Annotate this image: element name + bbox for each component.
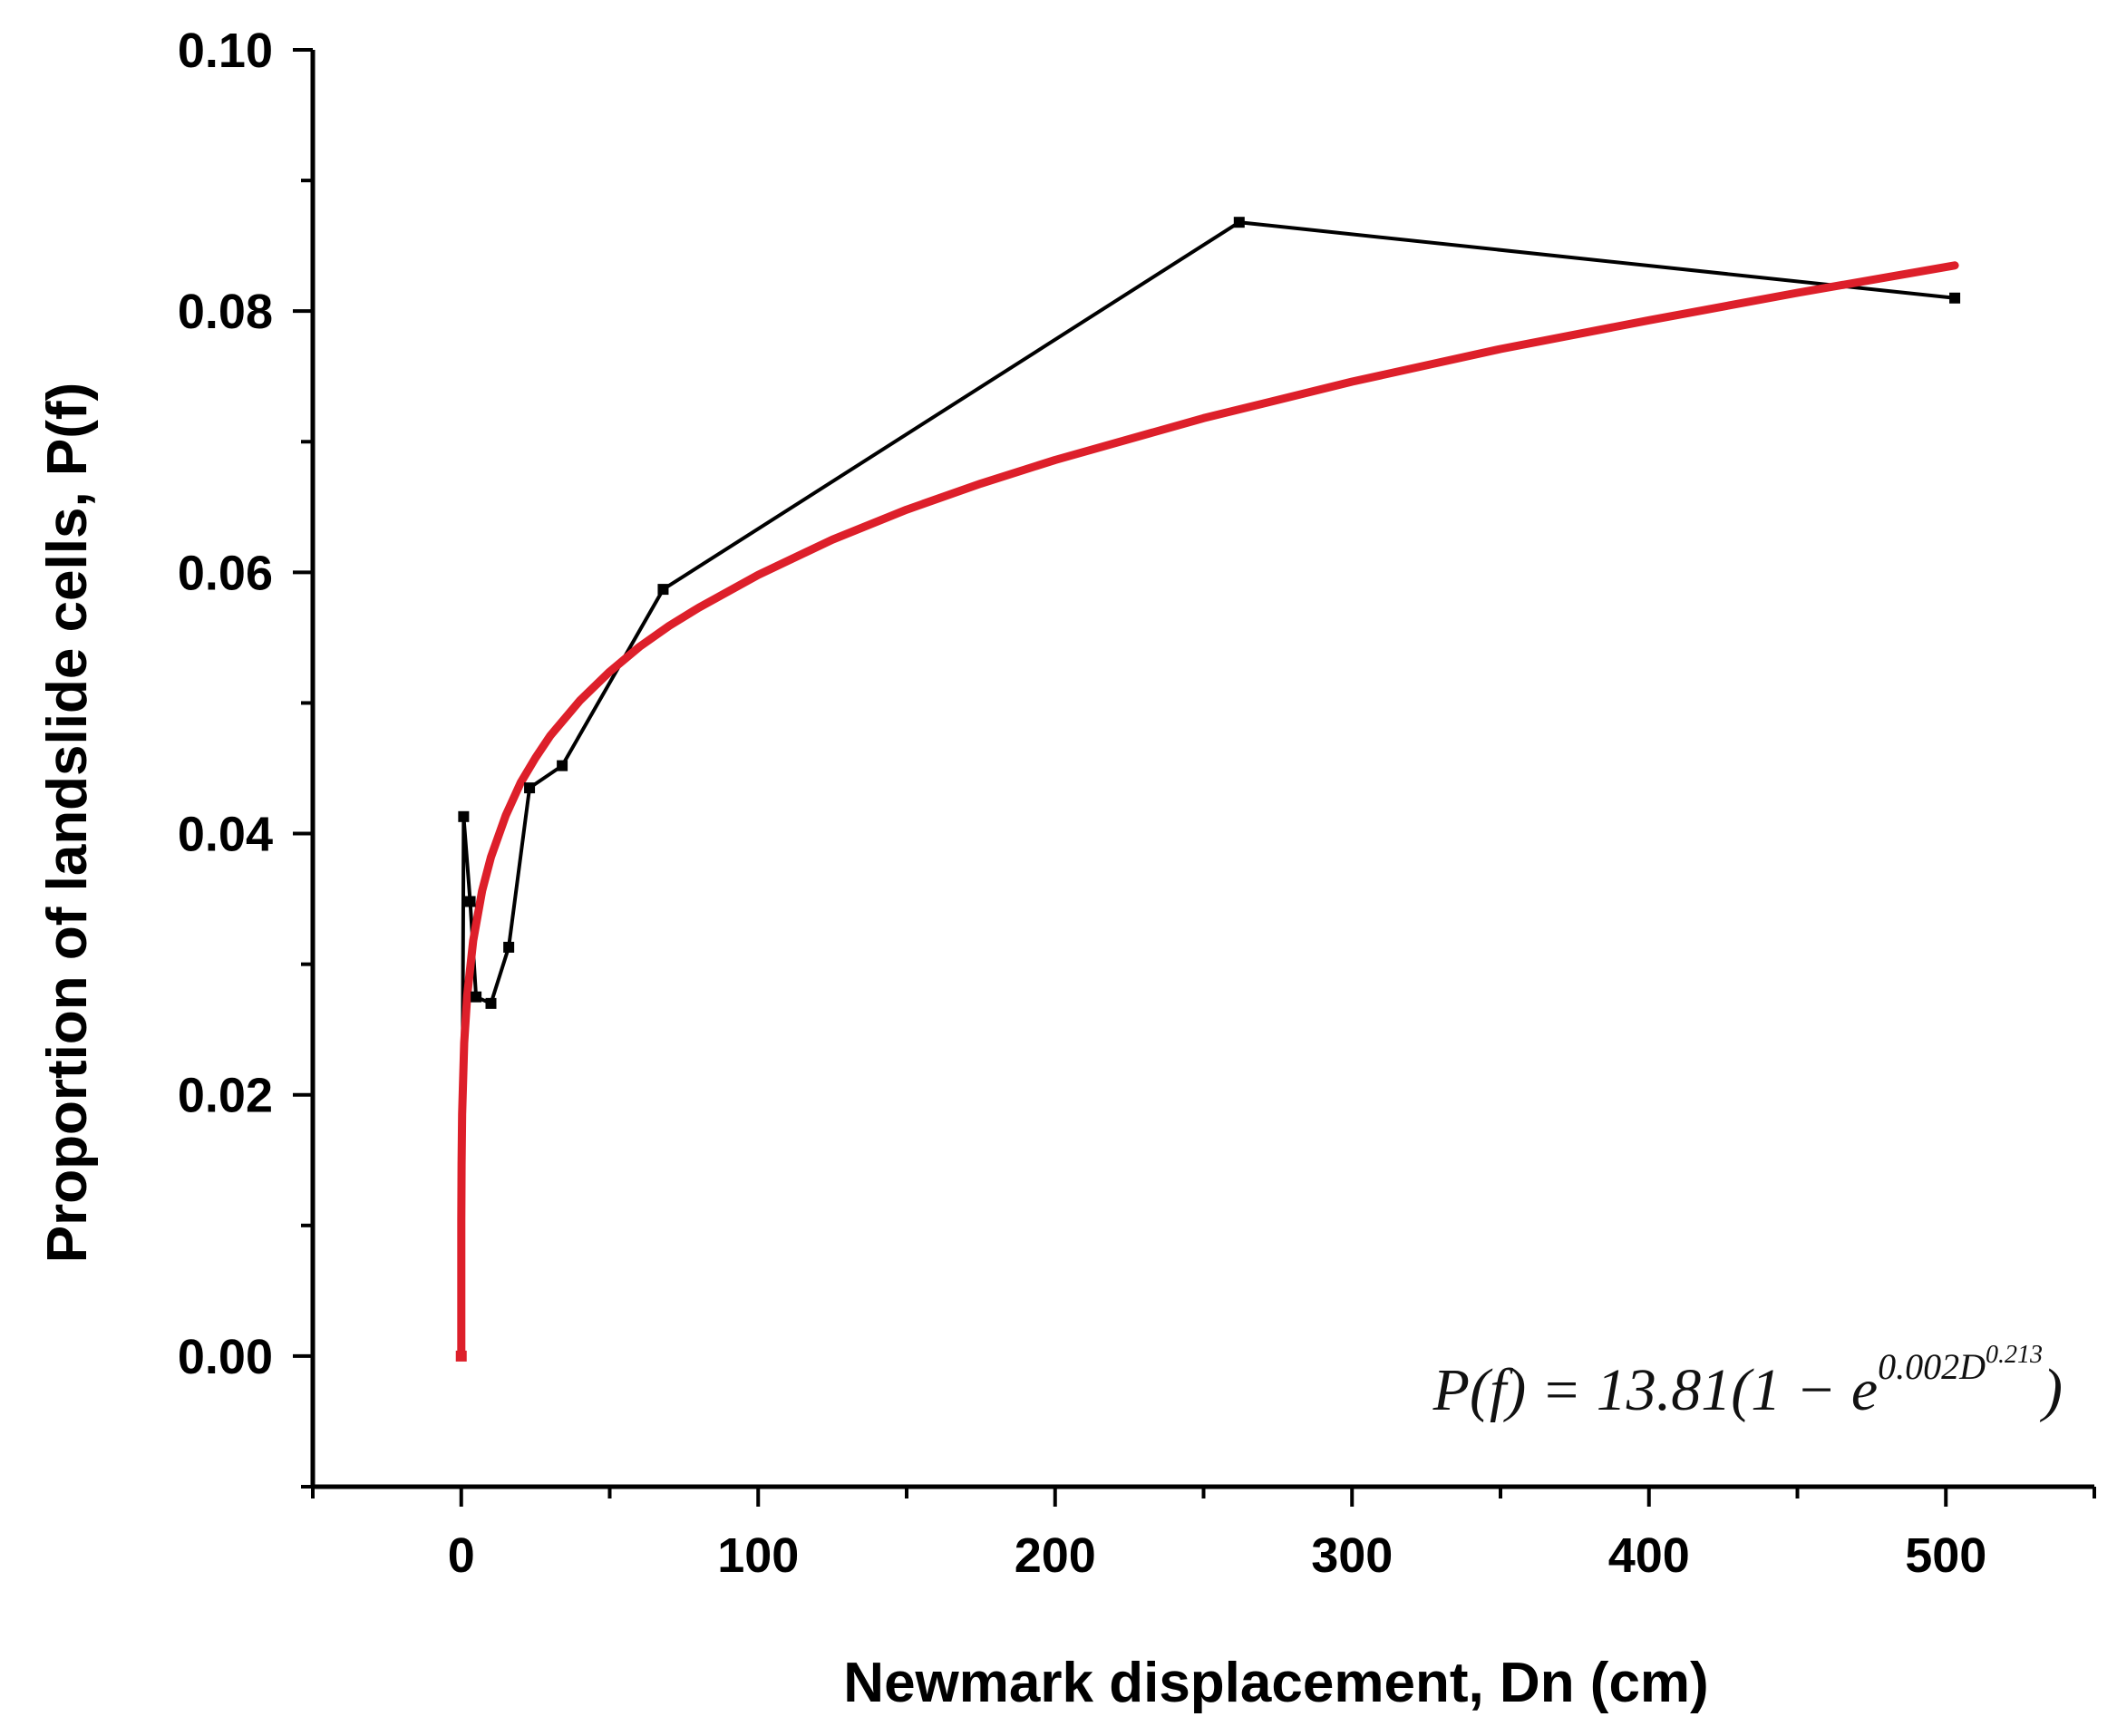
y-axis-title: Proportion of landslide cells, P(f)	[36, 383, 99, 1263]
observed-point	[503, 941, 515, 953]
x-tick-label: 100	[717, 1528, 799, 1583]
y-tick-label: 0.00	[178, 1330, 273, 1384]
observed-point	[557, 760, 568, 771]
fit-equation-main: P(f) = 13.81(1 − e	[1432, 1357, 1878, 1423]
fit-equation-exponent-power: 0.213	[1986, 1341, 2043, 1369]
fit-curve-line	[457, 261, 1959, 1361]
observed-point	[657, 584, 669, 596]
fit-equation-exponent: 0.002D	[1878, 1346, 1986, 1387]
observed-series-line	[459, 220, 1956, 1356]
observed-point	[455, 1350, 467, 1362]
tick-labels: 0 100 200 300 400 500 0.00 0.02 0.04 0.06 0.08 0.10	[178, 24, 1986, 1583]
x-tick-label: 200	[1015, 1528, 1096, 1583]
fit-equation: P(f) = 13.81(1 − e0.002D0.213)	[1432, 1341, 2063, 1423]
series	[455, 217, 1961, 1362]
y-tick-label: 0.02	[178, 1069, 273, 1123]
fit-equation-close: )	[2039, 1357, 2063, 1423]
observed-point	[458, 810, 470, 822]
observed-point	[1233, 217, 1245, 228]
x-tick-label: 0	[448, 1528, 475, 1583]
y-tick-label: 0.06	[178, 546, 273, 600]
observed-point	[485, 997, 497, 1009]
observed-point	[524, 782, 536, 794]
y-tick-label: 0.04	[178, 808, 273, 862]
ticks	[293, 48, 2096, 1507]
y-tick-label: 0.10	[178, 24, 273, 78]
x-tick-label: 300	[1311, 1528, 1393, 1583]
x-tick-label: 400	[1608, 1528, 1690, 1583]
observed-point	[1949, 292, 1961, 304]
x-tick-label: 500	[1905, 1528, 1986, 1583]
axes	[310, 50, 2094, 1489]
x-axis-title: Newmark displacement, Dn (cm)	[843, 1652, 1708, 1714]
observed-point	[471, 991, 482, 1003]
observed-point	[464, 896, 476, 907]
y-tick-label: 0.08	[178, 285, 273, 339]
